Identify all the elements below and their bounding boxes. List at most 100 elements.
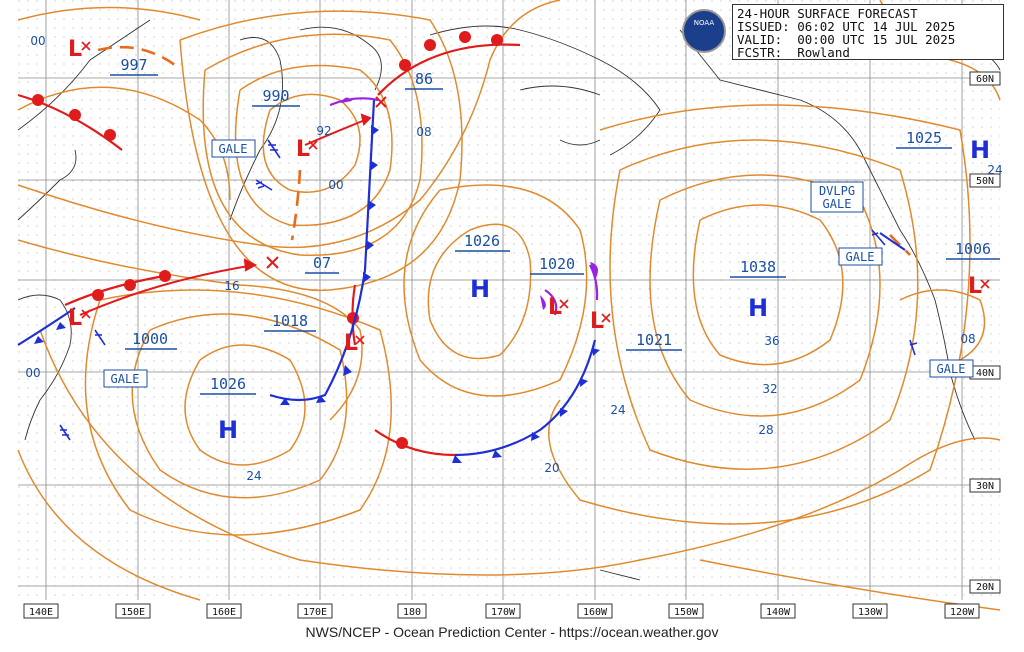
lat-label-60n: 60N: [976, 74, 994, 85]
warm-front-marker: [124, 279, 136, 291]
lat-label-50n: 50N: [976, 176, 994, 187]
isobar-label: 00: [30, 34, 45, 48]
low-center-symbol: L: [968, 274, 982, 299]
warm-front-marker: [32, 94, 44, 106]
warm-front-marker: [424, 39, 436, 51]
pressure-value: 1020: [539, 255, 575, 273]
pressure-value: 1006: [955, 240, 991, 258]
warm-front-marker: [491, 34, 503, 46]
forecast-header: 24-HOUR SURFACE FORECAST ISSUED: 06:02 U…: [732, 4, 1004, 60]
forecast-title: 24-HOUR SURFACE FORECAST: [737, 6, 918, 21]
gale-warning: GALE: [937, 362, 966, 376]
isobar-label: 36: [764, 334, 779, 348]
developing-warning: DVLPG: [819, 184, 855, 198]
high-center-symbol: H: [748, 294, 768, 322]
troughs: [97, 45, 911, 256]
lon-label-160e: 160E: [212, 607, 236, 618]
isobar-label: 92: [316, 124, 331, 138]
gale-warning: GALE: [846, 250, 875, 264]
lat-label-40n: 40N: [976, 368, 994, 379]
lon-label-150e: 150E: [121, 607, 145, 618]
lat-label-30n: 30N: [976, 481, 994, 492]
pressure-value: 997: [120, 56, 147, 74]
warm-front-marker: [159, 270, 171, 282]
pressure-value: 1026: [210, 375, 246, 393]
warm-fronts: [17, 31, 521, 457]
valid-time: VALID: 00:00 UTC 15 JUL 2025: [737, 32, 956, 47]
pressure-underlines: [110, 74, 1000, 395]
low-center-symbol: L: [344, 331, 358, 356]
pressure-value: 86: [415, 70, 433, 88]
lon-label-180: 180: [403, 607, 421, 618]
lon-label-160w: 160W: [583, 607, 608, 618]
pressure-value: 1038: [740, 258, 776, 276]
low-center-symbol: L: [296, 137, 310, 162]
lon-label-170e: 170E: [303, 607, 327, 618]
longitude-labels: 140E 150E 160E 170E 180 170W 160W 150W 1…: [29, 607, 975, 618]
credit-line: NWS/NCEP - Ocean Prediction Center - htt…: [305, 624, 719, 640]
cold-fronts: [17, 99, 600, 463]
low-x-marks: [81, 41, 990, 345]
warm-front-marker: [459, 31, 471, 43]
low-center-symbol: L: [548, 295, 562, 320]
pressure-value: 1021: [636, 331, 672, 349]
isobar-label: 24: [987, 163, 1002, 177]
gale-warning: GALE: [219, 142, 248, 156]
lon-label-130w: 130W: [858, 607, 883, 618]
pressure-value: 990: [262, 87, 289, 105]
pressure-value: 1018: [272, 312, 308, 330]
central-pressures: 997 990 1000 1018 1020 1021 1006 1026 10…: [120, 56, 991, 393]
pressure-value: 1026: [464, 232, 500, 250]
low-center-symbol: L: [590, 309, 604, 334]
noaa-logo-text: NOAA: [693, 19, 715, 27]
high-center-symbol: H: [218, 416, 238, 444]
warning-labels: GALE GALE DVLPG GALE GALE GALE: [111, 142, 966, 386]
isobar-labels: 00 92 00 08 16 24 36 32 28 24 20 08 24 0…: [25, 34, 1002, 483]
storm-tracks: [79, 113, 906, 316]
lon-label-140w: 140W: [766, 607, 791, 618]
isobar-label: 00: [328, 178, 343, 192]
lon-label-150w: 150W: [674, 607, 699, 618]
isobar-label: 16: [224, 279, 239, 293]
low-center-symbol: L: [68, 37, 82, 62]
axis-label-boxes: [23, 71, 1001, 619]
lat-label-20n: 20N: [976, 582, 994, 593]
warm-front-marker: [396, 437, 408, 449]
isobar-label: 28: [758, 423, 773, 437]
isobar-label: 08: [960, 332, 975, 346]
isobar-label: 20: [544, 461, 559, 475]
pressure-value: 1025: [906, 129, 942, 147]
warm-front-marker: [104, 129, 116, 141]
isobar-label: 00: [25, 366, 40, 380]
gale-warning: GALE: [823, 197, 852, 211]
lat-lon-grid: [18, 0, 1000, 600]
isobar-label: 24: [246, 469, 261, 483]
forecaster: FCSTR: Rowland: [737, 45, 850, 60]
lon-label-170w: 170W: [491, 607, 516, 618]
high-center-symbol: H: [470, 275, 490, 303]
warm-front-marker: [399, 59, 411, 71]
gale-warning: GALE: [111, 372, 140, 386]
issued-time: ISSUED: 06:02 UTC 14 JUL 2025: [737, 19, 956, 34]
pressure-centers: L L L L L L L H H H H: [68, 37, 990, 444]
noaa-logo: NOAA: [682, 9, 726, 53]
lon-label-140e: 140E: [29, 607, 53, 618]
isobar-label: 32: [762, 382, 777, 396]
dotted-background: [18, 0, 1000, 600]
warning-boxes: [103, 139, 974, 388]
high-center-symbol: H: [970, 136, 990, 164]
isobars: [17, 0, 1001, 611]
warm-front-marker: [92, 289, 104, 301]
latitude-labels: 60N 50N 40N 30N 20N: [976, 74, 994, 593]
pressure-value: 1000: [132, 330, 168, 348]
occluded-fronts: [329, 97, 599, 316]
future-position-marks: [266, 96, 387, 269]
wind-barbs: [59, 139, 918, 441]
isobar-label: 08: [416, 125, 431, 139]
lon-label-120w: 120W: [950, 607, 975, 618]
warm-front-marker: [69, 109, 81, 121]
isobar-label: 24: [610, 403, 625, 417]
pressure-value: 07: [313, 254, 331, 272]
low-center-symbol: L: [68, 306, 82, 331]
